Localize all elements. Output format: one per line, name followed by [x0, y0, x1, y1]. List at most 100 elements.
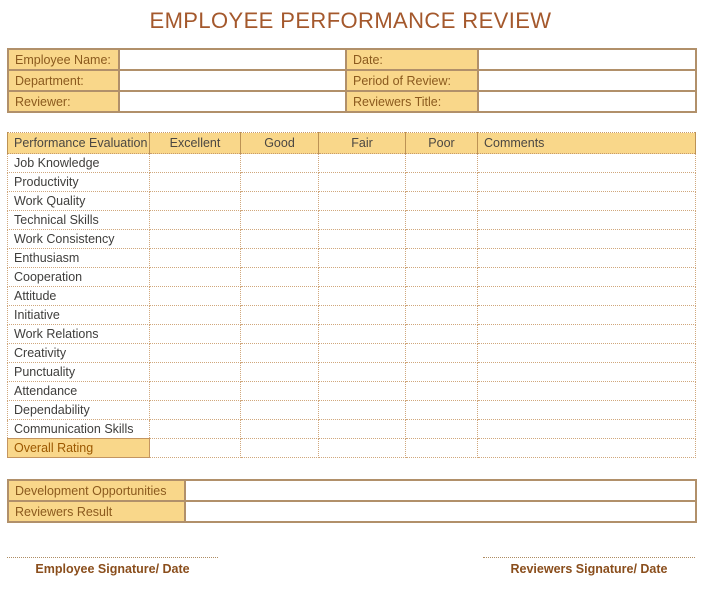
- table-row: Creativity: [7, 343, 696, 363]
- rating-cell-fair[interactable]: [318, 400, 406, 420]
- criterion-label: Attitude: [7, 286, 150, 306]
- rating-cell-excellent[interactable]: [149, 172, 241, 192]
- comments-cell[interactable]: [477, 191, 696, 211]
- rating-cell-fair[interactable]: [318, 229, 406, 249]
- table-row: Work Quality: [7, 191, 696, 211]
- rating-cell-fair[interactable]: [318, 248, 406, 268]
- rating-cell-fair[interactable]: [318, 362, 406, 382]
- rating-cell-poor[interactable]: [405, 381, 478, 401]
- comments-cell[interactable]: [477, 400, 696, 420]
- development-opportunities-field[interactable]: [184, 479, 697, 502]
- reviewers-title-field[interactable]: [477, 90, 697, 113]
- rating-cell-poor[interactable]: [405, 153, 478, 173]
- criterion-label: Work Relations: [7, 324, 150, 344]
- employee-name-label: Employee Name:: [7, 48, 120, 71]
- comments-cell[interactable]: [477, 419, 696, 439]
- rating-cell-good[interactable]: [240, 324, 319, 344]
- rating-cell-excellent[interactable]: [149, 229, 241, 249]
- reviewers-result-field[interactable]: [184, 500, 697, 523]
- reviewer-signature-line[interactable]: [483, 557, 695, 558]
- rating-cell-good[interactable]: [240, 229, 319, 249]
- rating-cell-fair[interactable]: [318, 305, 406, 325]
- rating-cell-good[interactable]: [240, 419, 319, 439]
- rating-cell-fair[interactable]: [318, 324, 406, 344]
- rating-cell-fair[interactable]: [318, 153, 406, 173]
- rating-cell-poor[interactable]: [405, 210, 478, 230]
- rating-cell-good[interactable]: [240, 210, 319, 230]
- comments-cell[interactable]: [477, 362, 696, 382]
- rating-cell-poor[interactable]: [405, 362, 478, 382]
- comments-cell[interactable]: [477, 267, 696, 287]
- rating-cell-excellent[interactable]: [149, 400, 241, 420]
- table-row: Initiative: [7, 305, 696, 325]
- rating-cell-good[interactable]: [240, 248, 319, 268]
- reviewer-field[interactable]: [118, 90, 347, 113]
- comments-cell[interactable]: [477, 153, 696, 173]
- comments-cell[interactable]: [477, 172, 696, 192]
- department-field[interactable]: [118, 69, 347, 92]
- rating-cell-good[interactable]: [240, 362, 319, 382]
- rating-cell-fair[interactable]: [318, 172, 406, 192]
- rating-cell-good[interactable]: [240, 153, 319, 173]
- rating-cell-good[interactable]: [240, 267, 319, 287]
- rating-cell-fair[interactable]: [318, 438, 406, 458]
- rating-cell-excellent[interactable]: [149, 248, 241, 268]
- rating-cell-good[interactable]: [240, 172, 319, 192]
- comments-cell[interactable]: [477, 324, 696, 344]
- table-row: Technical Skills: [7, 210, 696, 230]
- rating-cell-excellent[interactable]: [149, 286, 241, 306]
- rating-cell-excellent[interactable]: [149, 438, 241, 458]
- rating-cell-excellent[interactable]: [149, 210, 241, 230]
- comments-cell[interactable]: [477, 229, 696, 249]
- rating-cell-fair[interactable]: [318, 286, 406, 306]
- rating-cell-fair[interactable]: [318, 210, 406, 230]
- date-field[interactable]: [477, 48, 697, 71]
- rating-cell-good[interactable]: [240, 381, 319, 401]
- rating-cell-excellent[interactable]: [149, 191, 241, 211]
- rating-cell-poor[interactable]: [405, 229, 478, 249]
- rating-cell-poor[interactable]: [405, 267, 478, 287]
- comments-cell[interactable]: [477, 343, 696, 363]
- rating-cell-poor[interactable]: [405, 286, 478, 306]
- rating-cell-poor[interactable]: [405, 248, 478, 268]
- rating-cell-excellent[interactable]: [149, 305, 241, 325]
- rating-cell-poor[interactable]: [405, 191, 478, 211]
- employee-name-field[interactable]: [118, 48, 347, 71]
- rating-cell-poor[interactable]: [405, 343, 478, 363]
- rating-cell-fair[interactable]: [318, 419, 406, 439]
- rating-cell-excellent[interactable]: [149, 381, 241, 401]
- rating-cell-excellent[interactable]: [149, 343, 241, 363]
- rating-cell-fair[interactable]: [318, 191, 406, 211]
- comments-cell[interactable]: [477, 305, 696, 325]
- rating-cell-poor[interactable]: [405, 400, 478, 420]
- rating-cell-fair[interactable]: [318, 267, 406, 287]
- rating-cell-fair[interactable]: [318, 343, 406, 363]
- employee-signature-line[interactable]: [7, 557, 218, 558]
- rating-cell-good[interactable]: [240, 343, 319, 363]
- rating-cell-good[interactable]: [240, 400, 319, 420]
- rating-cell-excellent[interactable]: [149, 419, 241, 439]
- comments-cell[interactable]: [477, 438, 696, 458]
- rating-cell-excellent[interactable]: [149, 324, 241, 344]
- comments-cell[interactable]: [477, 248, 696, 268]
- rating-cell-fair[interactable]: [318, 381, 406, 401]
- table-row: Productivity: [7, 172, 696, 192]
- rating-cell-good[interactable]: [240, 286, 319, 306]
- rating-cell-excellent[interactable]: [149, 362, 241, 382]
- period-of-review-field[interactable]: [477, 69, 697, 92]
- rating-cell-poor[interactable]: [405, 419, 478, 439]
- rating-cell-poor[interactable]: [405, 305, 478, 325]
- rating-cell-poor[interactable]: [405, 172, 478, 192]
- rating-cell-good[interactable]: [240, 191, 319, 211]
- comments-cell[interactable]: [477, 286, 696, 306]
- comments-cell[interactable]: [477, 210, 696, 230]
- rating-cell-good[interactable]: [240, 305, 319, 325]
- rating-cell-poor[interactable]: [405, 438, 478, 458]
- rating-cell-excellent[interactable]: [149, 267, 241, 287]
- rating-cell-poor[interactable]: [405, 324, 478, 344]
- comments-cell[interactable]: [477, 381, 696, 401]
- rating-cell-excellent[interactable]: [149, 153, 241, 173]
- employee-signature-block: Employee Signature/ Date: [7, 557, 218, 576]
- rating-cell-good[interactable]: [240, 438, 319, 458]
- criterion-label: Creativity: [7, 343, 150, 363]
